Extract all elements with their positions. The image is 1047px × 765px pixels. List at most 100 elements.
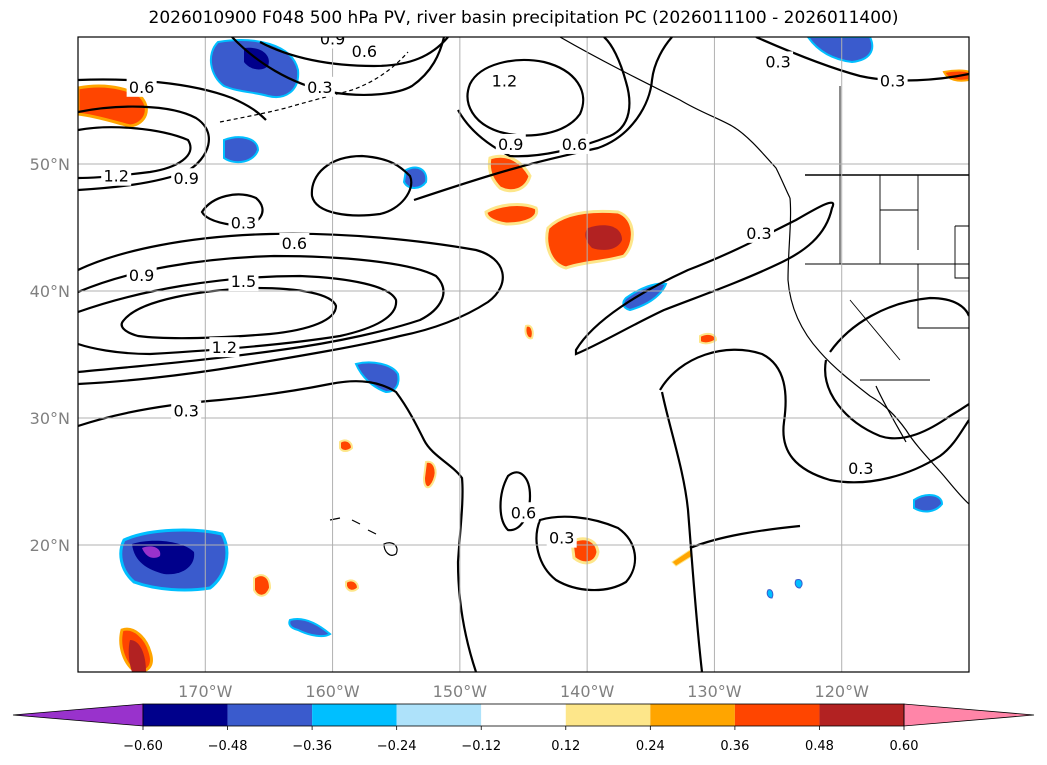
contour-label-halo [228, 212, 259, 233]
contour-label: 0.3 [765, 52, 790, 71]
aleutian-islands [219, 51, 409, 123]
colorbar-tick-label: 0.48 [805, 739, 834, 754]
contour-label: 0.6 [282, 234, 307, 253]
colorbar-extend-high [903, 703, 1035, 727]
contour-label-halo [126, 264, 157, 285]
state-borders [805, 86, 969, 381]
colorbar-segment [396, 704, 482, 726]
contour-0.6-north [78, 78, 267, 121]
precip-patch [794, 579, 803, 589]
colorbar-tick-label: −0.48 [208, 739, 248, 754]
contour-label: 0.3 [173, 402, 198, 421]
contour-label-halo [304, 76, 335, 97]
colorbar-tick-label: −0.36 [292, 739, 332, 754]
precip-patch [422, 460, 437, 489]
contour-label-halo [489, 70, 520, 91]
precip-patch [487, 154, 532, 193]
colorbar-segment [565, 704, 651, 726]
precip-patch [402, 166, 428, 189]
contour-label-halo [126, 76, 157, 97]
lat-tick-label: 20°N [30, 536, 70, 555]
contour-0.6-mid [78, 232, 504, 386]
contour-label-halo [743, 222, 774, 243]
pv-contours [78, 37, 969, 672]
contour-0.9-ne [457, 37, 631, 158]
precip-patch [524, 324, 534, 340]
lat-tick-label: 50°N [30, 155, 70, 174]
contour-label: 1.2 [103, 167, 128, 186]
colorbar-extend-low [12, 703, 144, 727]
lon-tick-label: 140°W [560, 682, 615, 701]
latitude-tick-labels: 50°N 40°N 30°N 20°N [30, 155, 70, 555]
contour-label: 1.5 [231, 272, 256, 291]
colorbar-tick-label: −0.60 [123, 739, 163, 754]
contour-label: 0.3 [231, 214, 256, 233]
precip-patch [766, 589, 774, 599]
map-title: 2026010900 F048 500 hPa PV, river basin … [148, 8, 899, 28]
contour-1.5-mid [120, 286, 338, 340]
graticule [78, 37, 969, 672]
precip-patch [913, 494, 944, 513]
precip-anomaly-layer [78, 37, 969, 672]
precip-patch [354, 361, 400, 394]
precip-patch [128, 640, 146, 672]
contour-0.3-channel [660, 391, 704, 672]
contour-label-halo [101, 165, 132, 186]
contour-0.3-bowl [659, 348, 969, 484]
contour-label: 1.2 [212, 338, 237, 357]
contour-label-halo [349, 41, 380, 62]
contour-label: 0.3 [549, 529, 574, 548]
colorbar-segment [481, 704, 566, 726]
west-coast [787, 197, 969, 505]
contour-label-halo [763, 51, 794, 72]
precip-patch [142, 546, 161, 558]
colorbar-outline [142, 703, 905, 727]
contour-label-halo [279, 233, 310, 254]
lon-tick-label: 150°W [433, 682, 488, 701]
contour-0.3-south [78, 380, 478, 672]
contour-label-halo [171, 168, 202, 189]
contour-label-halo [546, 527, 577, 548]
contour-0.3-sub [535, 515, 637, 592]
precip-patch [253, 574, 272, 597]
contour-label-halo [171, 400, 202, 421]
colorbar-tick-label: −0.24 [377, 739, 417, 754]
contour-label: 0.3 [880, 71, 905, 90]
contour-labels: 0.6 1.2 0.9 0.3 0.6 0.9 1.5 1.2 0.3 0.9 0.6 0.3 1.2 0… [101, 30, 908, 548]
colorbar-tick-label: 0.36 [720, 739, 749, 754]
contour-label: 0.6 [511, 503, 536, 522]
contour-1.2-top [466, 58, 585, 137]
alaska-coast [559, 37, 791, 199]
precip-patch [622, 282, 668, 312]
contour-label-halo [209, 337, 240, 358]
precip-patch [585, 225, 622, 250]
colorbar-segment [650, 704, 735, 726]
contour-0.3-small [200, 193, 264, 228]
colorbar-tick-label: −0.12 [461, 739, 501, 754]
colorbar-segment [312, 704, 397, 726]
lon-tick-label: 130°W [687, 682, 742, 701]
contour-label-halo [317, 37, 348, 49]
baja-california [875, 385, 907, 443]
contour-label: 0.6 [352, 42, 377, 61]
lon-tick-label: 160°W [305, 682, 360, 701]
contour-label: 0.9 [320, 30, 345, 49]
contour-label-halo [508, 502, 539, 523]
contour-0.3-east-2 [689, 524, 801, 550]
contour-0.9-nw [78, 105, 210, 192]
contour-label: 0.6 [129, 78, 154, 97]
precip-patch [806, 37, 874, 64]
precip-patch [288, 618, 332, 638]
contour-label-halo [495, 133, 526, 154]
contour-label: 0.9 [498, 135, 523, 154]
colorbar-segment [227, 704, 313, 726]
precip-patch [223, 136, 260, 164]
colorbar-segment [734, 704, 820, 726]
colorbar-tick-label: 0.12 [551, 739, 580, 754]
contour-0.3-ring-e [824, 359, 969, 440]
precip-patch [699, 332, 718, 345]
contour-label-halo [845, 457, 876, 478]
contour-1.2-mid [78, 274, 398, 356]
contour-label: 0.3 [746, 224, 771, 243]
